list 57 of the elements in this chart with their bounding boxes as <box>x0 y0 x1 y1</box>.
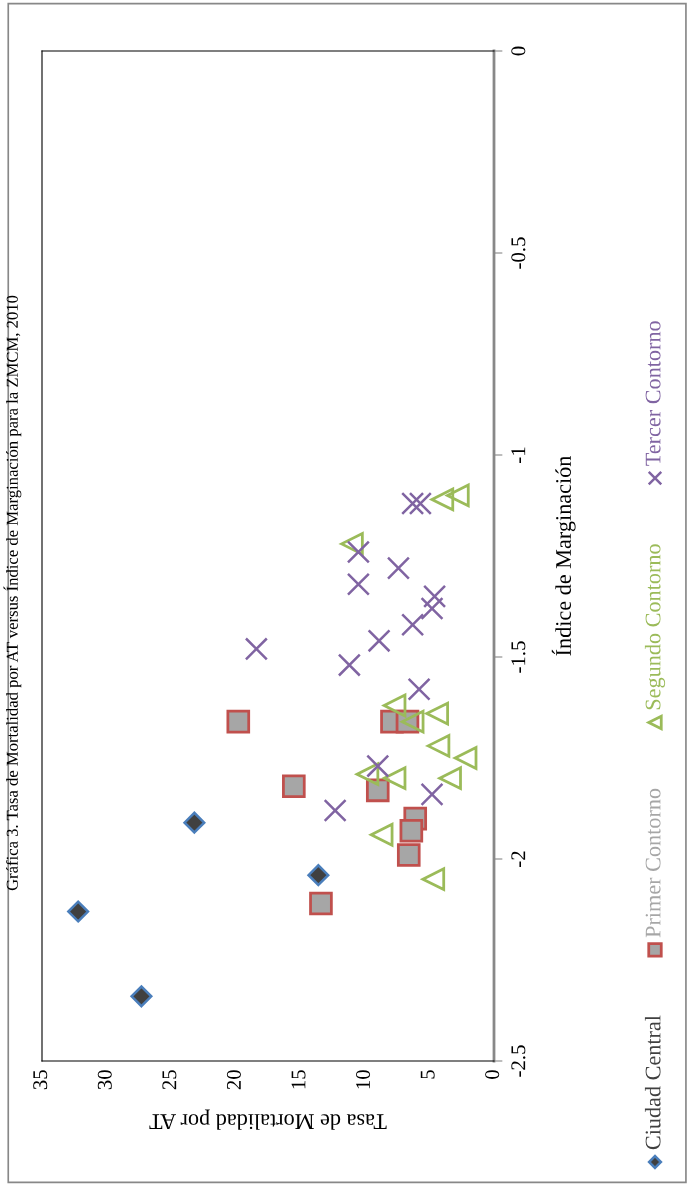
point <box>438 766 462 791</box>
point <box>366 754 390 778</box>
point <box>337 653 362 677</box>
y-tick-label: -2.5 <box>511 1045 526 1077</box>
point <box>183 811 206 834</box>
point <box>408 491 433 516</box>
point <box>382 766 407 791</box>
text: Segundo Contorno <box>644 544 666 710</box>
point <box>369 822 394 847</box>
y-tick-label: 0 <box>511 46 526 56</box>
x-tick-label: 10 <box>356 1070 371 1089</box>
text: Tercer Contorno <box>645 321 661 466</box>
point <box>422 584 447 609</box>
point <box>399 818 424 843</box>
point <box>130 985 153 1008</box>
point <box>426 734 451 758</box>
point <box>421 867 446 892</box>
point <box>430 487 455 512</box>
point <box>307 864 330 887</box>
text: Gráfica 3. Tasa de Mortalidad por AT versus Índice de Marginación para la ZMCM, 2010 <box>3 295 22 891</box>
point <box>400 613 425 637</box>
point <box>396 843 421 867</box>
point <box>282 774 306 799</box>
point <box>309 891 333 916</box>
y-tick-label: -1.5 <box>511 641 526 673</box>
point <box>365 778 390 803</box>
x-tick-label: 25 <box>162 1070 177 1090</box>
x-tick-label: 35 <box>33 1070 48 1090</box>
point <box>323 798 347 823</box>
point <box>400 491 425 516</box>
point <box>226 709 251 734</box>
point <box>386 556 411 580</box>
x-tick-label: 15 <box>291 1070 306 1089</box>
x-tick-label: 30 <box>97 1070 112 1090</box>
point <box>400 709 425 734</box>
y-axis-title: Índice de Marginación <box>551 455 576 656</box>
y-tick-label: -1 <box>511 447 526 463</box>
text: Ciudad Central <box>644 1015 661 1150</box>
y-tick-label: -0.5 <box>511 237 526 269</box>
y-tick-label: -2 <box>511 851 526 867</box>
point <box>346 540 371 564</box>
point <box>407 677 431 701</box>
point <box>446 483 470 508</box>
x-tick-label: 5 <box>420 1070 435 1079</box>
point <box>453 746 478 770</box>
point <box>244 637 269 661</box>
x-axis-title: Tasa de Mortalidad por AT <box>149 1109 387 1130</box>
point <box>420 596 444 621</box>
point <box>420 782 444 807</box>
point <box>382 693 407 718</box>
x-tick-label: 20 <box>226 1070 241 1090</box>
x-tick-label: 0 <box>485 1070 500 1079</box>
point <box>367 629 391 653</box>
point <box>346 572 371 596</box>
point <box>425 701 449 726</box>
text: Primer Contorno <box>645 788 661 938</box>
point <box>67 900 90 923</box>
